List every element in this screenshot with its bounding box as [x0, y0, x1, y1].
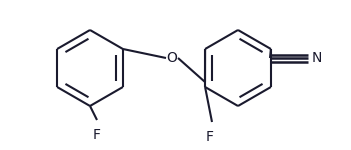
Text: N: N	[312, 51, 322, 65]
Text: F: F	[206, 130, 214, 144]
Text: O: O	[167, 51, 178, 65]
Text: F: F	[93, 128, 101, 142]
